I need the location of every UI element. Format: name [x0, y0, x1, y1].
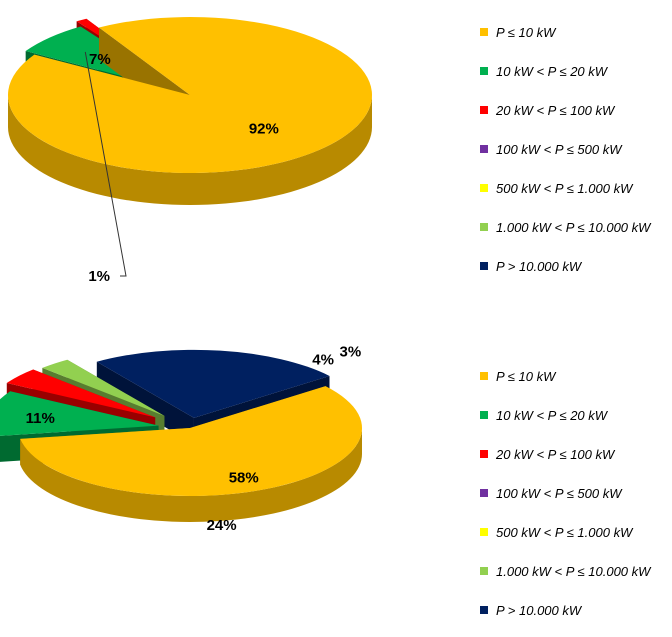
label-leader-line	[84, 51, 127, 277]
legend-label: P > 10.000 kW	[496, 258, 582, 274]
pie-chart-bottom: 58% 11% 4% 3% 24%	[0, 344, 363, 534]
data-label: 7%	[89, 51, 111, 68]
data-label: 3%	[340, 344, 362, 361]
legend-item: P > 10.000 kW	[480, 256, 581, 276]
pie-chart-top: 92% 7% 1%	[7, 16, 373, 285]
legend-swatch	[480, 450, 488, 458]
slice-top	[7, 16, 373, 173]
legend-item: 1.000 kW < P ≤ 10.000 kW	[480, 561, 650, 581]
legend-swatch	[480, 411, 488, 419]
legend-item: P > 10.000 kW	[480, 600, 581, 620]
slice-top	[20, 386, 363, 496]
legend-item: 1.000 kW < P ≤ 10.000 kW	[480, 217, 650, 237]
slice-wall	[96, 361, 194, 444]
slice-top	[6, 369, 156, 418]
slice-top	[42, 359, 165, 416]
legend-item: 20 kW < P ≤ 100 kW	[480, 100, 614, 120]
legend-swatch	[480, 567, 488, 575]
slice-top	[96, 349, 330, 418]
slice-rim	[8, 95, 372, 205]
legend-item: 10 kW < P ≤ 20 kW	[480, 405, 607, 425]
legend-item: 500 kW < P ≤ 1.000 kW	[480, 178, 632, 198]
legend-label: 100 kW < P ≤ 500 kW	[496, 485, 622, 501]
legend-item: 100 kW < P ≤ 500 kW	[480, 139, 622, 159]
legend-swatch	[480, 372, 488, 380]
slice-rim	[20, 428, 363, 523]
data-label: 11%	[26, 410, 55, 427]
legend-label: 10 kW < P ≤ 20 kW	[496, 63, 608, 79]
pie-slice-0	[7, 16, 373, 205]
data-label: 24%	[207, 517, 237, 534]
legend-label: 20 kW < P ≤ 100 kW	[496, 102, 615, 118]
data-label: 4%	[312, 351, 334, 368]
legend-swatch	[480, 106, 488, 114]
chart-top: 92% 7% 1% P ≤ 10 kW 10 kW < P ≤ 20 kW 20 k…	[0, 0, 672, 300]
legend-swatch	[480, 28, 488, 36]
legend-item: 10 kW < P ≤ 20 kW	[480, 61, 607, 81]
legend-item: 100 kW < P ≤ 500 kW	[480, 483, 622, 503]
legend-swatch	[480, 184, 488, 192]
legend-label: P ≤ 10 kW	[496, 24, 556, 40]
legend-label: 500 kW < P ≤ 1.000 kW	[496, 524, 633, 540]
legend-label: 1.000 kW < P ≤ 10.000 kW	[496, 219, 651, 235]
legend-label: P ≤ 10 kW	[496, 368, 556, 384]
legend-label: 1.000 kW < P ≤ 10.000 kW	[496, 563, 651, 579]
legend-swatch	[480, 262, 488, 270]
legend-swatch	[480, 489, 488, 497]
data-label: 1%	[88, 268, 110, 285]
legend-swatch	[480, 528, 488, 536]
legend-label: 100 kW < P ≤ 500 kW	[496, 141, 622, 157]
legend-swatch	[480, 606, 488, 614]
legend-swatch	[480, 67, 488, 75]
legend-label: 20 kW < P ≤ 100 kW	[496, 446, 615, 462]
legend-swatch	[480, 145, 488, 153]
legend-item: 20 kW < P ≤ 100 kW	[480, 444, 614, 464]
chart-bottom: 58% 11% 4% 3% 24% P ≤ 10 kW 10 kW < P ≤ 20 k…	[0, 318, 672, 637]
legend-item: P ≤ 10 kW	[480, 366, 555, 386]
legend-swatch	[480, 223, 488, 231]
legend-item: P ≤ 10 kW	[480, 22, 555, 42]
pie-slice-0	[20, 386, 363, 523]
legend-label: 10 kW < P ≤ 20 kW	[496, 407, 608, 423]
slice-top	[0, 391, 159, 436]
legend-label: P > 10.000 kW	[496, 602, 582, 618]
legend-item: 500 kW < P ≤ 1.000 kW	[480, 522, 632, 542]
legend-label: 500 kW < P ≤ 1.000 kW	[496, 180, 633, 196]
data-label: 58%	[229, 470, 259, 487]
data-label: 92%	[249, 120, 279, 137]
